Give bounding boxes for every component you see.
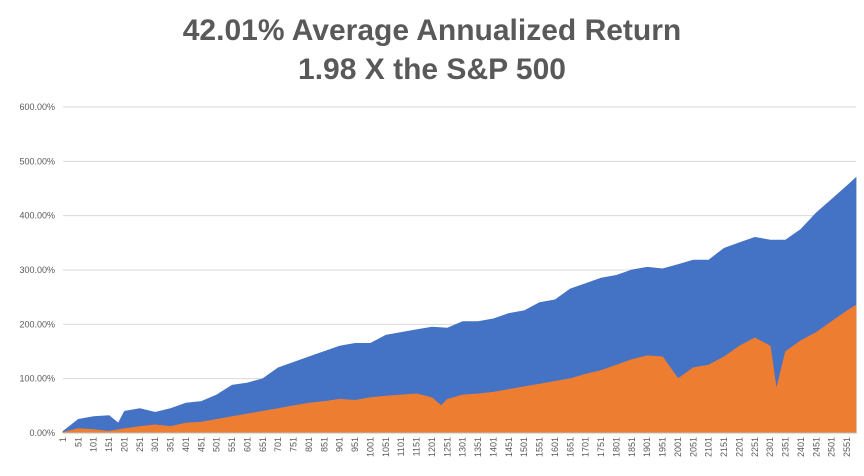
y-axis: 0.00% 100.00% 200.00% 300.00% 400.00% 500.00%…: [19, 102, 55, 438]
x-tick-label: 951: [350, 437, 360, 452]
x-tick-label: 1801: [611, 437, 621, 457]
x-tick-label: 601: [242, 437, 252, 452]
x-tick-label: 501: [212, 437, 222, 452]
y-tick-label: 600.00%: [19, 102, 55, 112]
x-tick-label: 1251: [442, 437, 452, 457]
x-tick-label: 901: [335, 437, 345, 452]
y-tick-label: 400.00%: [19, 211, 55, 221]
chart-title: 42.01% Average Annualized Return: [182, 14, 682, 47]
y-tick-label: 500.00%: [19, 156, 55, 166]
x-tick-label: 651: [258, 437, 268, 452]
x-tick-label: 1: [58, 437, 68, 442]
x-tick-label: 1451: [504, 437, 514, 457]
x-tick-label: 401: [181, 437, 191, 452]
x-tick-label: 1401: [488, 437, 498, 457]
y-tick-label: 200.00%: [19, 319, 55, 329]
x-axis: 1 51 101 151 201 251 301 351 401 451 501 551 601 651 7…: [58, 432, 856, 457]
x-tick-label: 201: [119, 437, 129, 452]
x-tick-label: 2301: [765, 437, 775, 457]
x-tick-label: 1501: [519, 437, 529, 457]
x-tick-label: 2001: [673, 437, 683, 457]
x-tick-label: 51: [73, 437, 83, 447]
x-tick-label: 801: [304, 437, 314, 452]
x-tick-label: 1201: [427, 437, 437, 457]
x-tick-label: 2201: [734, 437, 744, 457]
x-tick-label: 1601: [550, 437, 560, 457]
x-tick-label: 2551: [842, 437, 852, 457]
x-tick-label: 151: [104, 437, 114, 452]
x-tick-label: 451: [196, 437, 206, 452]
series-area-2: [62, 304, 857, 434]
x-tick-label: 551: [227, 437, 237, 452]
x-tick-label: 1951: [658, 437, 668, 457]
x-tick-label: 351: [166, 437, 176, 452]
x-tick-label: 251: [135, 437, 145, 452]
y-tick-label: 0.00%: [29, 428, 55, 438]
x-tick-label: 2051: [688, 437, 698, 457]
x-tick-label: 851: [319, 437, 329, 452]
x-tick-label: 1701: [581, 437, 591, 457]
x-tick-label: 1101: [396, 437, 406, 456]
x-tick-label: 1751: [596, 437, 606, 457]
x-tick-label: 2351: [781, 437, 791, 457]
x-tick-label: 1901: [642, 437, 652, 457]
x-tick-label: 101: [89, 437, 99, 452]
x-tick-label: 1301: [458, 437, 468, 457]
y-tick-label: 100.00%: [19, 374, 55, 384]
y-tick-label: 300.00%: [19, 265, 55, 275]
x-tick-label: 2451: [811, 437, 821, 457]
x-tick-label: 2401: [796, 437, 806, 457]
x-tick-label: 1001: [365, 437, 375, 457]
x-tick-label: 1051: [381, 437, 391, 457]
x-tick-label: 1851: [627, 437, 637, 457]
x-tick-label: 2151: [719, 437, 729, 457]
x-tick-label: 2501: [827, 437, 837, 457]
series-areas: [62, 176, 857, 434]
x-tick-label: 301: [150, 437, 160, 452]
x-tick-label: 701: [273, 437, 283, 452]
x-tick-label: 2101: [704, 437, 714, 457]
x-tick-label: 751: [289, 437, 299, 452]
x-tick-label: 2251: [750, 437, 760, 457]
x-tick-label: 1351: [473, 437, 483, 457]
chart-subtitle: 1.98 X the S&P 500: [298, 53, 566, 86]
x-tick-label: 1651: [565, 437, 575, 457]
x-tick-label: 1551: [535, 437, 545, 457]
x-tick-label: 1151: [412, 437, 422, 456]
